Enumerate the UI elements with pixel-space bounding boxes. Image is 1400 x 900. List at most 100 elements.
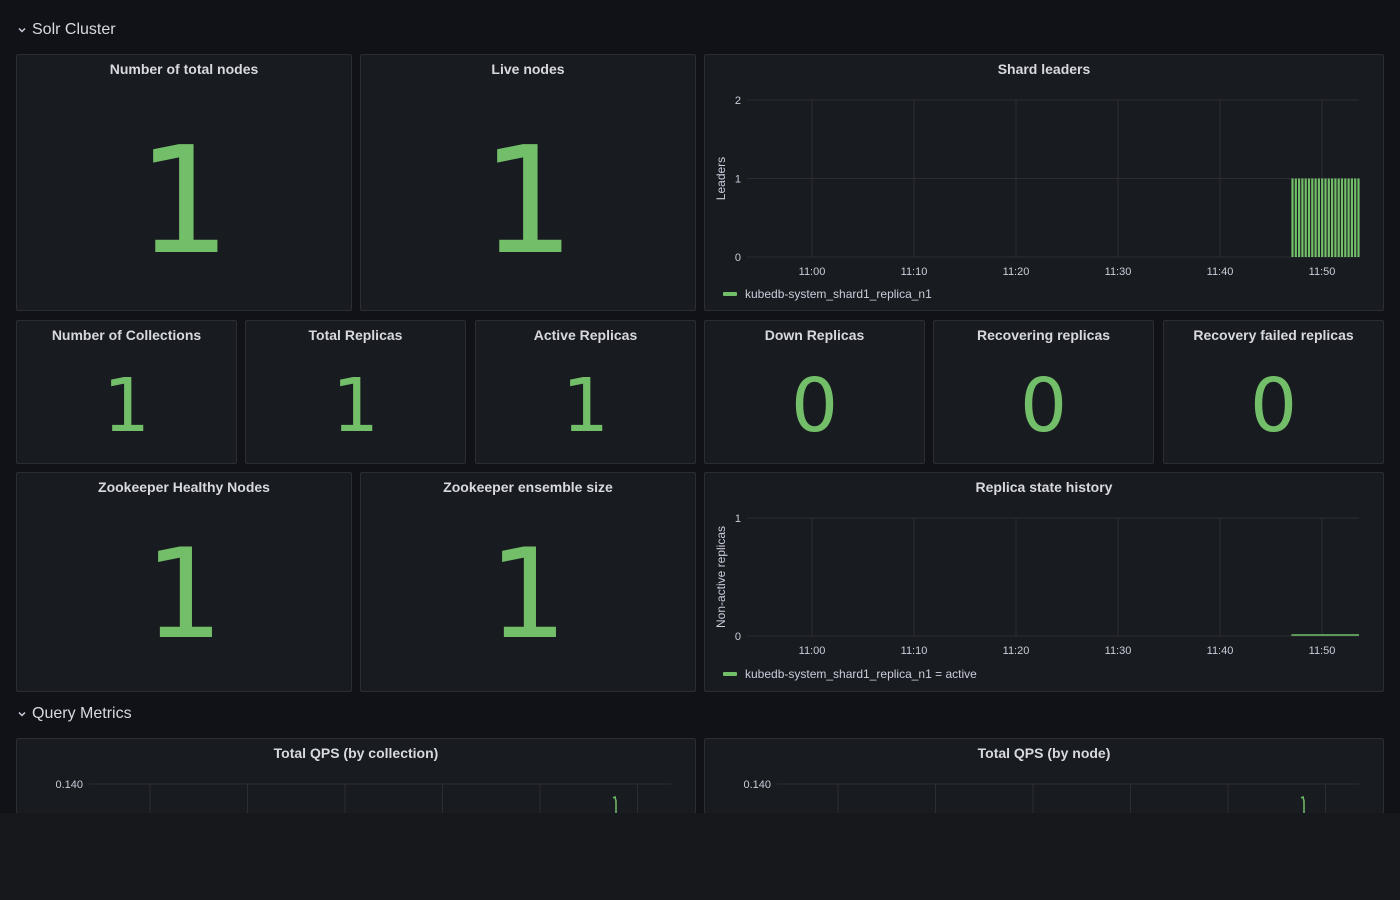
legend-swatch	[723, 292, 737, 296]
panel-title: Live nodes	[491, 61, 565, 77]
bar-mark	[1350, 178, 1353, 257]
bar-mark	[1317, 178, 1320, 257]
bar-mark	[1347, 178, 1350, 257]
stat-value: 1	[102, 363, 151, 449]
panel-qps-collection[interactable]: Total QPS (by collection) 0.140	[16, 738, 696, 813]
panel-recovering-replicas[interactable]: Recovering replicas 0	[933, 320, 1154, 464]
x-tick-label: 11:10	[901, 645, 928, 657]
y-tick-label: 0	[735, 252, 741, 264]
chevron-down-icon	[18, 711, 26, 717]
series-line	[1300, 795, 1305, 813]
stat-value: 1	[331, 363, 380, 449]
panel-title: Active Replicas	[533, 327, 638, 343]
bar-mark	[1307, 178, 1311, 257]
bar-mark	[1304, 178, 1307, 257]
panel-title: Number of Collections	[51, 327, 202, 343]
panel-down-replicas[interactable]: Down Replicas 0	[704, 320, 925, 464]
x-tick-label: 11:00	[799, 645, 826, 657]
legend-item[interactable]: kubedb-system_shard1_replica_n1	[723, 287, 932, 301]
y-axis-title: Non-active replicas	[714, 526, 728, 628]
row-solr-cluster[interactable]: Solr Cluster	[16, 21, 116, 39]
bar-mark	[1311, 178, 1314, 257]
x-tick-label: 11:30	[1105, 645, 1132, 657]
bar-mark	[1331, 178, 1334, 257]
stat-value: 0	[1249, 363, 1298, 449]
panel-total-replicas[interactable]: Total Replicas 1	[245, 320, 466, 464]
y-axis-title: Leaders	[714, 157, 728, 200]
bar-mark	[1334, 178, 1337, 257]
y-tick-label: 0.140	[743, 779, 771, 791]
x-tick-label: 11:50	[1309, 645, 1336, 657]
panel-title: Number of total nodes	[109, 61, 259, 77]
row-title: Solr Cluster	[32, 21, 116, 38]
series-line	[612, 795, 617, 813]
y-tick-label: 1	[735, 513, 741, 525]
bar-mark	[1298, 178, 1301, 257]
panel-live-nodes[interactable]: Live nodes 1	[360, 54, 696, 311]
qps-collection-chart: 0.140	[55, 779, 671, 813]
panel-title: Zookeeper Healthy Nodes	[98, 479, 270, 495]
bar-mark	[1314, 178, 1317, 257]
panel-title: Total QPS (by node)	[977, 745, 1111, 761]
stat-value: 1	[561, 363, 610, 449]
x-tick-label: 11:50	[1309, 266, 1336, 278]
row-title: Query Metrics	[32, 705, 132, 722]
y-tick-label: 0.140	[55, 779, 83, 791]
panel-title: Recovery failed replicas	[1193, 327, 1354, 343]
panel-title: Replica state history	[975, 479, 1113, 495]
chevron-down-icon	[18, 27, 26, 33]
panel-zk-ensemble[interactable]: Zookeeper ensemble size 1	[360, 472, 696, 692]
stat-value: 1	[488, 523, 568, 667]
stat-value: 1	[480, 115, 576, 287]
panel-recovery-failed[interactable]: Recovery failed replicas 0	[1163, 320, 1384, 464]
stat-value: 0	[1019, 363, 1068, 449]
panel-title: Down Replicas	[764, 327, 865, 343]
bar-mark	[1354, 178, 1357, 257]
legend-item[interactable]: kubedb-system_shard1_replica_n1 = active	[723, 667, 977, 681]
legend-label: kubedb-system_shard1_replica_n1 = active	[745, 667, 977, 681]
x-tick-label: 11:10	[901, 266, 928, 278]
panel-zk-healthy[interactable]: Zookeeper Healthy Nodes 1	[16, 472, 352, 692]
page-footer-area	[0, 813, 1400, 900]
bar-mark	[1337, 178, 1340, 257]
bar-mark	[1294, 178, 1297, 257]
panel-replica-state-history[interactable]: Replica state history 0 1 11:00 11:10 11:20 1…	[704, 472, 1384, 692]
bar-mark	[1291, 178, 1294, 257]
panel-title: Total Replicas	[308, 327, 403, 343]
panel-active-replicas[interactable]: Active Replicas 1	[475, 320, 696, 464]
shard-leaders-chart: 0 1 2 11:00 11:10 11:20 11:30 11:40 11:50 Leaders	[714, 95, 1360, 278]
stat-value: 0	[790, 363, 839, 449]
bar-mark	[1321, 178, 1324, 257]
x-tick-label: 11:20	[1003, 645, 1030, 657]
x-tick-label: 11:20	[1003, 266, 1030, 278]
legend-swatch	[723, 672, 737, 676]
bar-mark	[1357, 178, 1360, 257]
y-tick-label: 1	[735, 174, 741, 186]
stat-value: 1	[136, 115, 232, 287]
panel-qps-node[interactable]: Total QPS (by node) 0.140	[704, 738, 1384, 813]
row-query-metrics[interactable]: Query Metrics	[16, 705, 132, 723]
dashboard: Solr Cluster Number of total nodes 1 Liv…	[16, 21, 1384, 813]
panel-title: Shard leaders	[997, 61, 1091, 77]
x-tick-label: 11:40	[1207, 645, 1234, 657]
panel-shard-leaders[interactable]: Shard leaders 0 1 2 11:00 11:10 11:20 11:30 11:…	[704, 54, 1384, 311]
panel-title: Recovering replicas	[976, 327, 1111, 343]
y-tick-label: 0	[735, 631, 741, 643]
bar-mark	[1327, 178, 1330, 257]
bar-mark	[1344, 178, 1347, 257]
panel-total-nodes[interactable]: Number of total nodes 1	[16, 54, 352, 311]
panel-collections[interactable]: Number of Collections 1	[16, 320, 237, 464]
bar-mark	[1301, 178, 1304, 257]
bar-mark	[1324, 178, 1327, 257]
x-tick-label: 11:30	[1105, 266, 1132, 278]
legend-label: kubedb-system_shard1_replica_n1	[745, 287, 932, 301]
y-tick-label: 2	[735, 95, 741, 107]
replica-state-chart: 0 1 11:00 11:10 11:20 11:30 11:40 11:50 Non-acti…	[714, 513, 1359, 657]
x-tick-label: 11:00	[799, 266, 826, 278]
x-tick-label: 11:40	[1207, 266, 1234, 278]
panel-title: Zookeeper ensemble size	[443, 479, 613, 495]
stat-value: 1	[144, 523, 224, 667]
panel-title: Total QPS (by collection)	[273, 745, 439, 761]
bar-mark	[1340, 178, 1344, 257]
qps-node-chart: 0.140	[743, 779, 1359, 813]
